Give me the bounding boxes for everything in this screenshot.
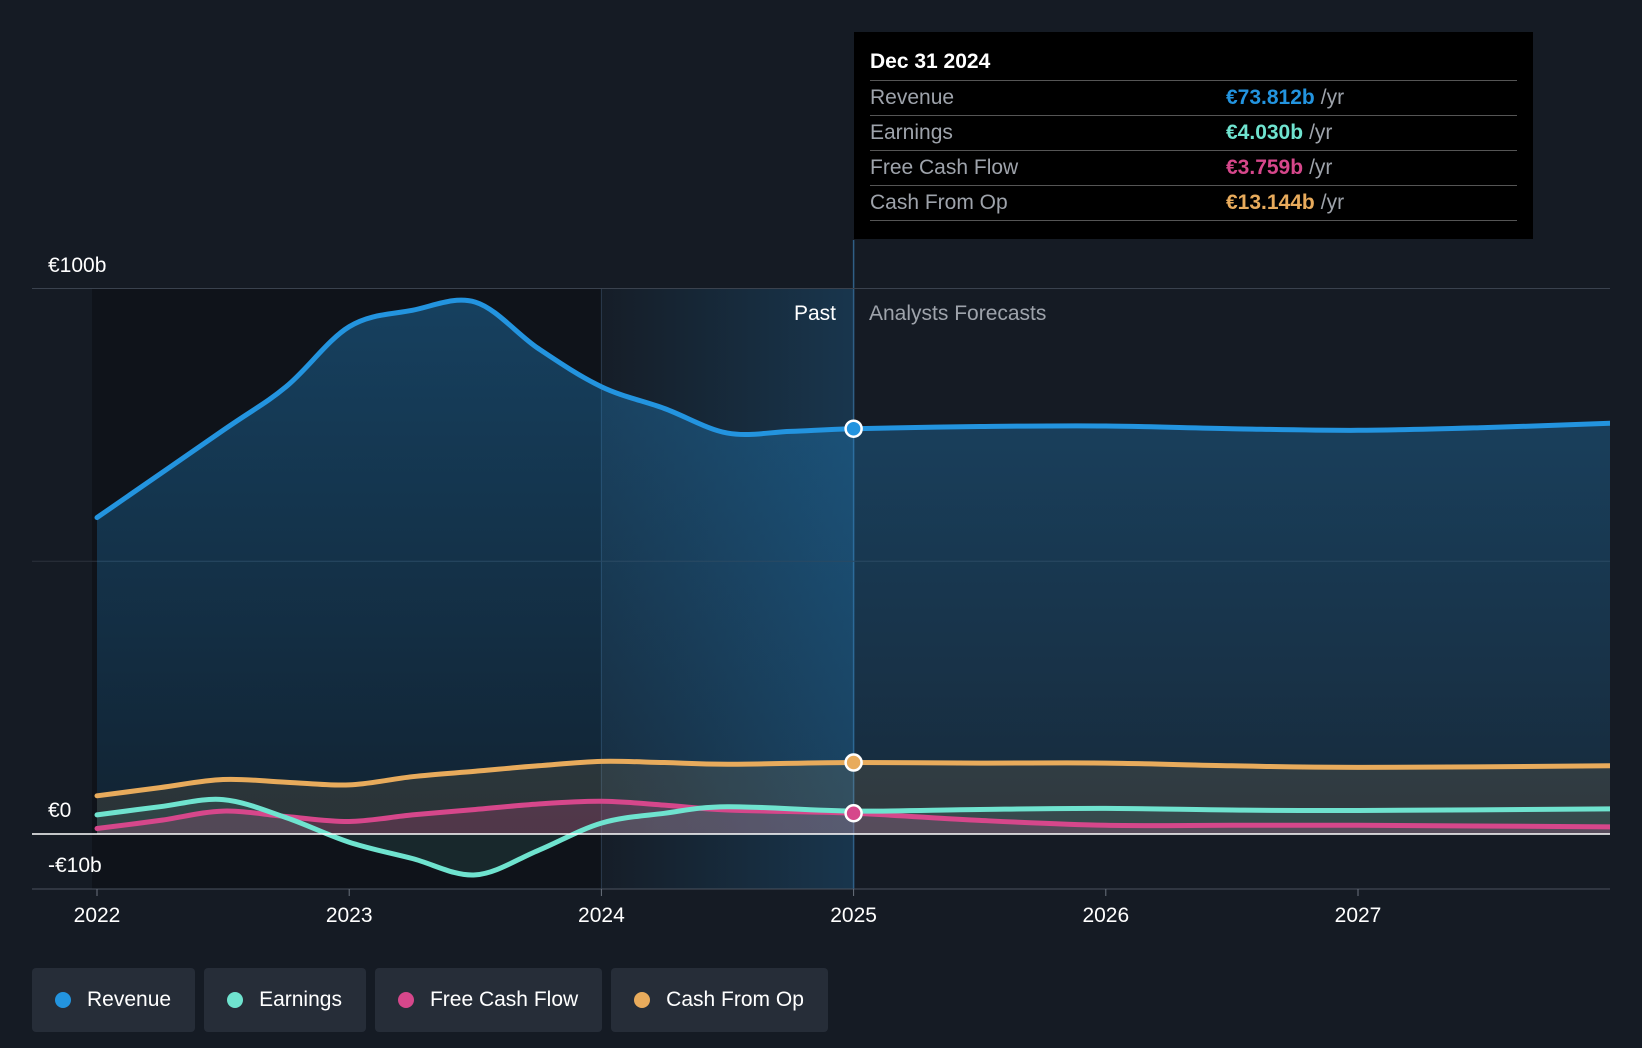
legend-item-revenue[interactable]: Revenue xyxy=(32,968,196,1032)
x-tick-label: 2023 xyxy=(326,904,373,927)
legend-label: Free Cash Flow xyxy=(429,988,579,1011)
x-tick-label: 2025 xyxy=(830,904,877,927)
tooltip-name: Earnings xyxy=(870,121,953,144)
cash-from-op-area xyxy=(97,761,1610,834)
tooltip-unit: /yr xyxy=(1309,156,1333,179)
legend-label: Earnings xyxy=(259,988,342,1011)
x-tick-label: 2022 xyxy=(74,904,121,927)
tooltip-value: €4.030b xyxy=(1226,121,1304,144)
tooltip-unit: /yr xyxy=(1320,86,1345,109)
tooltip-row-revenue: Revenue €73.812b /yr xyxy=(870,81,1517,116)
tooltip-name: Free Cash Flow xyxy=(870,156,1019,179)
tooltip-unit: /yr xyxy=(1320,191,1345,214)
tooltip-name: Cash From Op xyxy=(870,191,1008,214)
legend-label: Revenue xyxy=(87,988,172,1011)
tooltip-value: €13.144b xyxy=(1226,191,1315,214)
tooltip-unit: /yr xyxy=(1309,121,1333,144)
earnings-dot-icon xyxy=(227,992,244,1008)
cash-from-op-marker xyxy=(844,753,863,772)
chart-legend: Revenue Earnings Free Cash Flow Cash Fro… xyxy=(32,968,828,1032)
forecast-label: Analysts Forecasts xyxy=(869,302,1046,325)
x-tick-label: 2026 xyxy=(1082,904,1129,927)
legend-label: Cash From Op xyxy=(666,988,804,1011)
earnings-line xyxy=(94,796,1610,878)
legend-item-cash-from-op[interactable]: Cash From Op xyxy=(611,968,828,1032)
past-label: Past xyxy=(794,302,836,325)
cash-from-op-line xyxy=(94,758,1610,799)
earnings-area xyxy=(97,799,1610,875)
tooltip-row-cash-from-op: Cash From Op €13.144b /yr xyxy=(870,186,1517,221)
x-tick-label: 2024 xyxy=(578,904,625,927)
revenue-dot-icon xyxy=(55,992,71,1008)
tooltip-row-earnings: Earnings €4.030b /yr xyxy=(870,116,1517,151)
y-label-bottom: -€10b xyxy=(48,854,102,877)
x-tick-label: 2027 xyxy=(1335,904,1382,927)
free-cash-flow-marker xyxy=(844,804,863,823)
y-label-top: €100b xyxy=(48,254,106,277)
tooltip-value: €3.759b xyxy=(1226,156,1304,179)
revenue-line xyxy=(94,297,1610,521)
legend-item-earnings[interactable]: Earnings xyxy=(204,968,366,1032)
tooltip-row-free-cash-flow: Free Cash Flow €3.759b /yr xyxy=(870,151,1517,186)
y-label-zero: €0 xyxy=(48,799,71,822)
revenue-area xyxy=(97,300,1610,834)
tooltip-name: Revenue xyxy=(870,86,955,109)
data-tooltip: Dec 31 2024 Revenue €73.812b /yr Earning… xyxy=(854,32,1533,239)
cash-from-op-dot-icon xyxy=(634,992,651,1008)
free-cash-flow-dot-icon xyxy=(397,992,414,1008)
tooltip-value: €73.812b xyxy=(1226,86,1315,109)
tooltip-date: Dec 31 2024 xyxy=(870,46,1517,81)
revenue-marker xyxy=(844,419,863,438)
legend-item-free-cash-flow[interactable]: Free Cash Flow xyxy=(374,968,603,1032)
